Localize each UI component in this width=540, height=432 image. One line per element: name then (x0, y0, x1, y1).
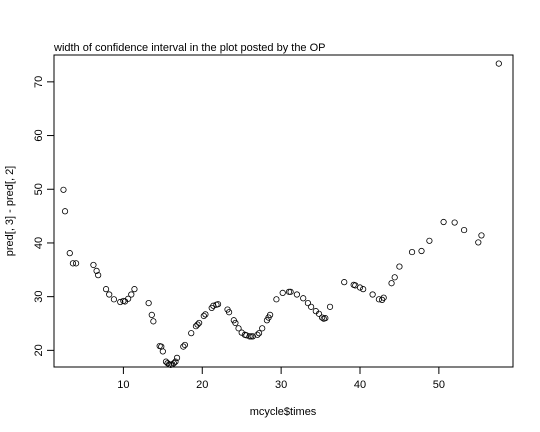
data-point (255, 330, 263, 337)
data-point (322, 315, 329, 322)
data-point (426, 237, 433, 244)
data-point (188, 330, 195, 337)
data-point (180, 343, 187, 350)
data-point (326, 303, 334, 310)
data-point (266, 311, 274, 319)
data-point (202, 311, 209, 318)
data-point (110, 296, 118, 303)
data-point (90, 261, 97, 269)
data-point (478, 232, 485, 239)
data-point (225, 309, 233, 316)
data-point (196, 319, 203, 327)
data-point (145, 299, 152, 307)
data-point (391, 274, 398, 281)
y-axis: 20 30 40 50 60 70 (33, 76, 55, 356)
data-point (356, 284, 364, 291)
y-axis-label: pred[, 3] - pred[, 2] (4, 166, 16, 257)
data-point (319, 314, 326, 321)
data-point (285, 288, 293, 295)
y-tick-label: 50 (33, 183, 45, 195)
data-point (360, 286, 367, 293)
data-point (214, 301, 222, 308)
data-point (72, 260, 80, 267)
data-point (308, 303, 315, 310)
data-point (380, 294, 387, 301)
data-point (194, 321, 201, 328)
x-axis-label: mcycle$times (250, 406, 317, 418)
data-point (388, 280, 395, 287)
y-tick-label: 70 (33, 76, 45, 88)
x-tick-label: 20 (196, 379, 208, 391)
data-point (300, 295, 307, 302)
data-point (254, 331, 261, 338)
data-point (164, 360, 171, 367)
data-point (279, 289, 286, 296)
data-point (243, 332, 250, 339)
data-point (304, 299, 312, 307)
x-tick-label: 10 (117, 379, 129, 391)
data-point (235, 325, 242, 332)
data-point (128, 291, 135, 298)
data-point (287, 288, 294, 295)
data-point (259, 325, 266, 332)
data-point (408, 248, 416, 256)
data-point (396, 263, 403, 270)
chart-title: width of confidence interval in the plot… (53, 42, 326, 54)
data-point (117, 298, 124, 306)
data-point (61, 208, 69, 215)
data-point (170, 360, 177, 367)
data-point (69, 260, 77, 267)
data-point (246, 333, 253, 340)
data-point (95, 272, 102, 279)
data-point (148, 311, 155, 319)
y-tick-label: 30 (33, 291, 45, 303)
data-point (173, 354, 181, 361)
data-point (341, 279, 348, 286)
y-tick-label: 60 (33, 129, 45, 141)
data-point (273, 296, 280, 303)
data-point (293, 291, 301, 298)
x-axis: 10 20 30 40 50 (117, 366, 445, 391)
data-point (181, 341, 189, 349)
data-point (66, 250, 73, 257)
data-point (93, 267, 100, 274)
data-point (418, 247, 425, 255)
data-point (125, 295, 132, 302)
data-point (369, 291, 376, 298)
data-point (60, 186, 67, 193)
data-point (315, 310, 323, 317)
data-point (248, 333, 255, 340)
data-point (102, 286, 110, 293)
data-point (172, 358, 179, 365)
x-tick-label: 30 (275, 379, 287, 391)
y-tick-label: 20 (33, 344, 45, 356)
data-point (131, 286, 138, 293)
data-point (232, 319, 239, 327)
data-point (106, 291, 113, 298)
data-point (150, 318, 157, 325)
data-point (192, 323, 200, 330)
y-tick-label: 40 (33, 237, 45, 249)
data-point (159, 348, 166, 355)
data-point (451, 219, 458, 226)
data-point (238, 329, 245, 336)
x-tick-label: 50 (433, 379, 445, 391)
data-point (200, 312, 207, 320)
data-points (60, 60, 502, 368)
data-point (495, 60, 502, 67)
data-point (475, 239, 482, 246)
data-point (461, 226, 468, 234)
data-point (440, 218, 447, 226)
x-tick-label: 40 (354, 379, 366, 391)
